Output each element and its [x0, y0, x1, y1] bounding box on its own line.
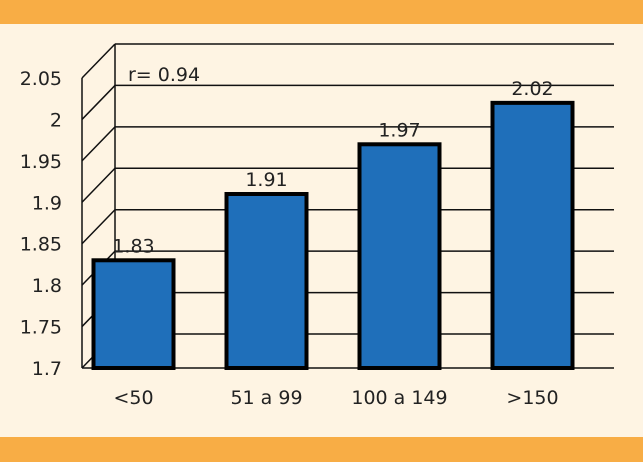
data-labels: 1.83 1.91 1.97 2.02	[112, 78, 553, 257]
y-tick-label: 1.7	[32, 358, 62, 380]
bar	[357, 142, 442, 370]
top-band	[0, 0, 643, 24]
x-axis-categories: <50 51 a 99 100 a 149 >150	[113, 387, 558, 409]
bar	[490, 100, 575, 370]
data-label: 1.83	[112, 235, 154, 257]
grid-diagonal	[81, 209, 116, 245]
x-category-label: 51 a 99	[230, 387, 302, 409]
y-tick-label: 1.75	[20, 317, 62, 339]
grid-diagonal	[81, 126, 116, 162]
data-label: 1.97	[378, 119, 420, 141]
bar	[224, 192, 309, 370]
x-category-label: >150	[506, 387, 558, 409]
data-label: 1.91	[245, 169, 287, 191]
y-tick-label: 1.95	[20, 151, 62, 173]
data-label: 2.02	[511, 78, 553, 100]
correlation-annotation: r= 0.94	[128, 64, 200, 86]
bottom-band	[0, 437, 643, 462]
y-tick-label: 1.85	[20, 234, 62, 256]
y-tick-label: 1.8	[32, 275, 62, 297]
grid-diagonal	[81, 167, 116, 203]
bars	[91, 100, 575, 370]
y-tick-label: 2.05	[20, 68, 62, 90]
y-tick-label: 1.9	[32, 192, 62, 214]
y-tick-label: 2	[50, 109, 62, 131]
grid-diagonal	[81, 84, 116, 120]
grid-diagonal	[81, 43, 116, 79]
y-axis-ticks: 1.7 1.75 1.8 1.85 1.9 1.95 2 2.05	[20, 68, 62, 380]
x-category-label: <50	[113, 387, 153, 409]
x-category-label: 100 a 149	[351, 387, 447, 409]
bar	[91, 258, 176, 370]
